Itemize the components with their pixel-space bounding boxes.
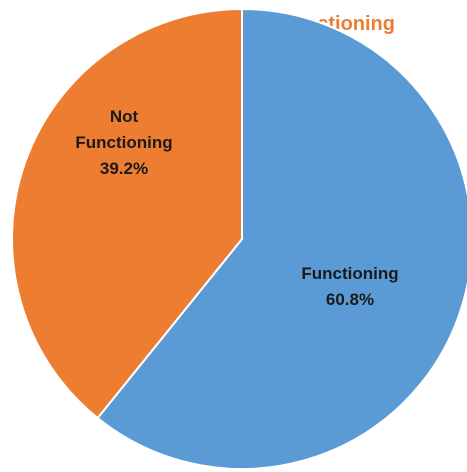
pie-slice-functioning <box>96 8 467 470</box>
pie-slice-not-functioning <box>11 8 243 420</box>
pie-category-label: Functioning <box>75 133 172 152</box>
pie-label-not-functioning: Not Functioning 39.2% <box>75 107 172 178</box>
pie-slices <box>11 8 467 470</box>
pie-category-label: Functioning <box>301 264 398 283</box>
pie-category-label: Not <box>110 107 139 126</box>
pie-label-functioning: Functioning 60.8% <box>301 264 398 309</box>
pie-value-label: 60.8% <box>326 290 374 309</box>
pie-value-label: 39.2% <box>100 159 148 178</box>
pie-labels: Functioning 60.8% Not Functioning 39.2% <box>75 107 398 309</box>
